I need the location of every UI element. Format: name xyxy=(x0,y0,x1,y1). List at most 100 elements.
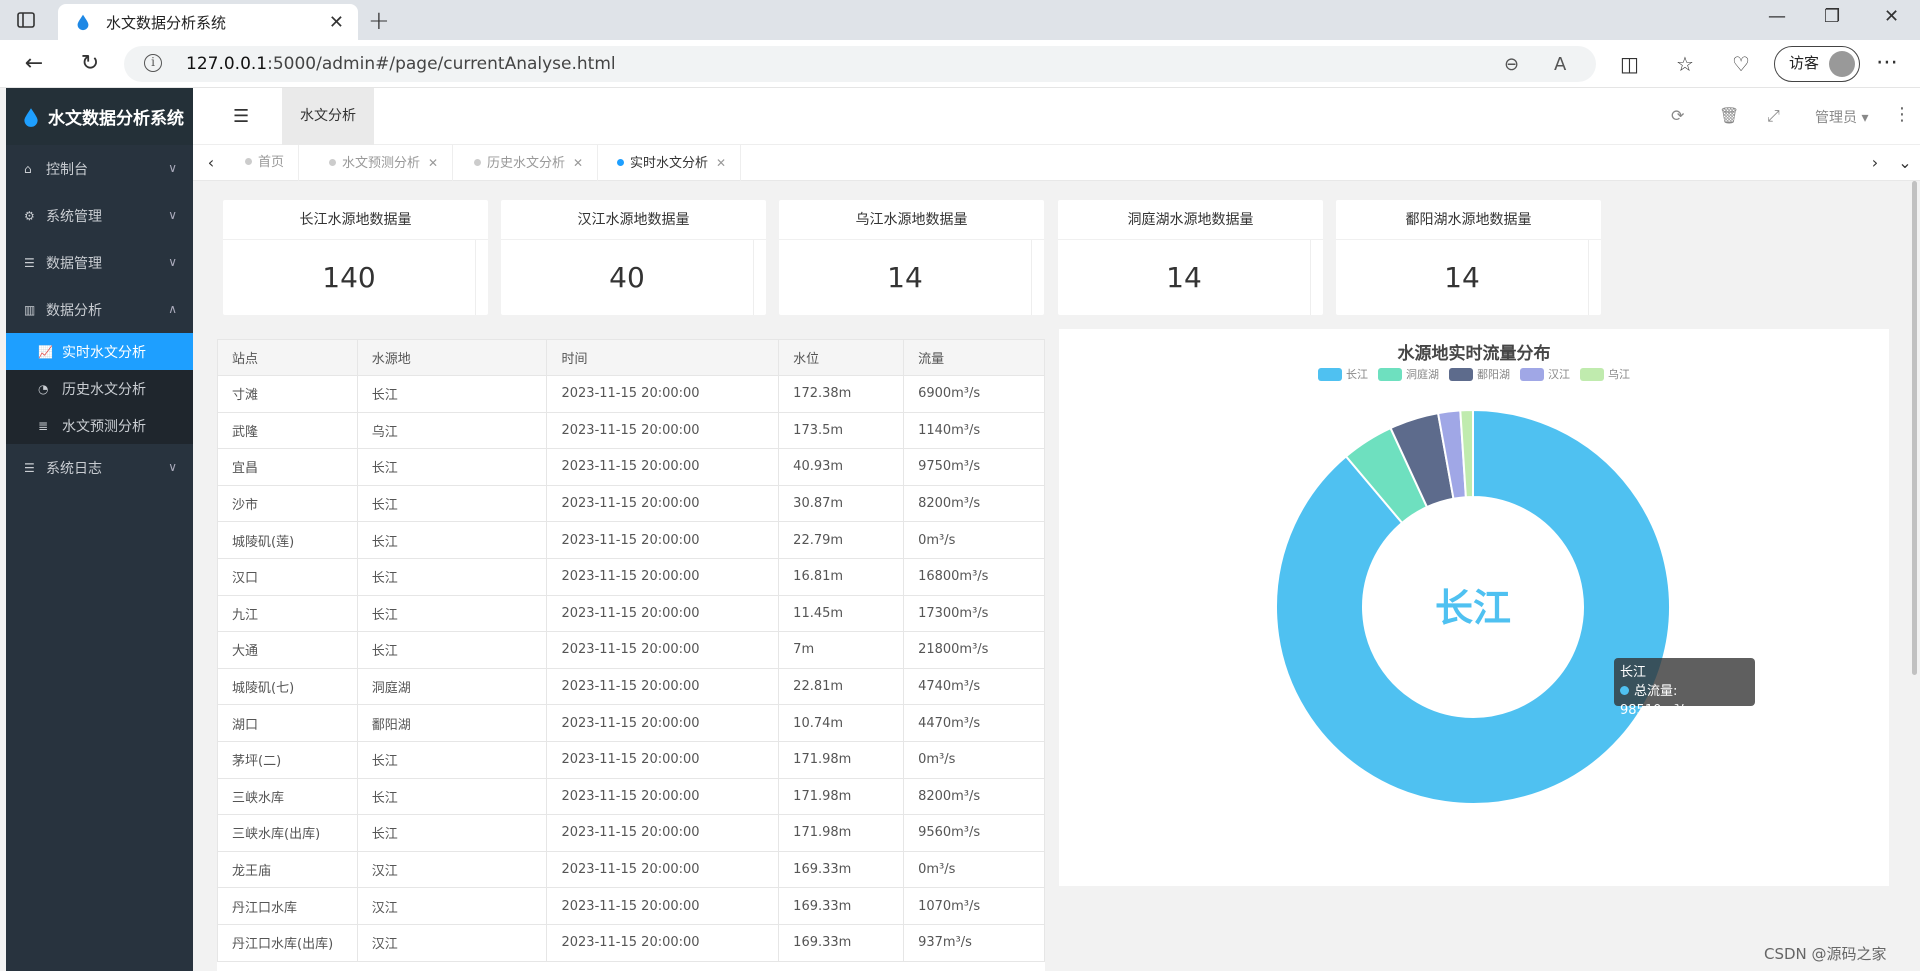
menu-item-logs[interactable]: ☰ 系统日志 ∨ xyxy=(6,444,193,491)
more-vertical-icon[interactable]: ⋮ xyxy=(1893,104,1911,125)
table-cell: 沙市 xyxy=(217,484,358,523)
flow-distribution-chart: 水源地实时流量分布 长江 洞庭湖 鄱阳湖 汉江 乌江 长江 xyxy=(1059,329,1889,886)
table-cell: 2023-11-15 20:00:00 xyxy=(546,484,780,523)
tab-close-icon[interactable]: ✕ xyxy=(716,156,727,170)
sidebar-item-forecast[interactable]: ≣ 水文预测分析 xyxy=(6,407,193,444)
menu-item-analysis[interactable]: ▥ 数据分析 ∧ xyxy=(6,286,193,333)
tab-label: 实时水文分析 xyxy=(630,156,709,171)
back-arrow-icon[interactable]: ← xyxy=(24,51,44,76)
tab-close-icon[interactable]: ✕ xyxy=(428,156,439,170)
table-row: 汉口 长江 2023-11-15 20:00:00 16.81m 16800m³/s xyxy=(217,557,1045,596)
tab-close-icon[interactable]: ✕ xyxy=(573,156,584,170)
table-cell: 2023-11-15 20:00:00 xyxy=(546,631,780,669)
table-row: 大通 长江 2023-11-15 20:00:00 7m 21800m³/s xyxy=(217,631,1045,669)
column-header: 水源地 xyxy=(356,339,548,376)
table-cell: 169.33m xyxy=(778,923,905,962)
tabs-dropdown-icon[interactable]: ⌄ xyxy=(1898,153,1912,172)
tabs-next-icon[interactable]: › xyxy=(1871,153,1879,172)
tooltip-dot xyxy=(1620,686,1629,695)
chevron-down-icon: ∨ xyxy=(168,161,177,175)
chevron-down-icon: ∨ xyxy=(168,255,177,269)
legend-item[interactable]: 乌江 xyxy=(1580,366,1630,382)
scrollbar[interactable] xyxy=(1911,181,1920,971)
menu-item-dashboard[interactable]: ⌂ 控制台 ∨ xyxy=(6,145,193,192)
menu-label: 系统管理 xyxy=(46,208,102,225)
table-row: 丹江口水库 汉江 2023-11-15 20:00:00 169.33m 1070m³/… xyxy=(217,887,1045,925)
table-cell: 宜昌 xyxy=(217,448,358,486)
tab-dot xyxy=(474,159,481,166)
site-info-icon[interactable]: i xyxy=(144,54,162,72)
profile-button[interactable]: 访客 xyxy=(1774,46,1860,82)
zoom-out-icon[interactable]: ⊖ xyxy=(1504,54,1520,75)
home-icon: ⌂ xyxy=(24,161,32,176)
sidebar-item-history[interactable]: ◔ 历史水文分析 xyxy=(6,370,193,407)
legend-item[interactable]: 洞庭湖 xyxy=(1378,366,1439,382)
table-cell: 11.45m xyxy=(778,594,905,633)
legend-item[interactable]: 汉江 xyxy=(1520,366,1570,382)
tab-forecast[interactable]: 水文预测分析 ✕ xyxy=(315,145,454,181)
url-text[interactable]: 127.0.0.1:5000/admin#/page/currentAnalys… xyxy=(186,54,616,74)
table-cell: 2023-11-15 20:00:00 xyxy=(546,594,780,633)
gears-icon: ⚙ xyxy=(24,208,35,223)
donut-slice-长江[interactable] xyxy=(1275,408,1671,805)
menu-toggle-icon[interactable]: ☰ xyxy=(233,106,250,127)
stat-card-title: 洞庭湖水源地数据量 xyxy=(1058,200,1323,240)
table-cell: 172.38m xyxy=(778,375,905,413)
header-tab-hydrology[interactable]: 水文分析 xyxy=(282,88,374,145)
minimize-button[interactable]: — xyxy=(1768,6,1786,27)
refresh-icon[interactable]: ⟳ xyxy=(1671,106,1685,125)
browser-menu-icon[interactable]: ⋯ xyxy=(1876,50,1898,75)
tabs-prev-icon[interactable]: ‹ xyxy=(207,153,215,172)
restore-button[interactable]: ❐ xyxy=(1824,6,1841,27)
menu-item-data[interactable]: ☰ 数据管理 ∨ xyxy=(6,239,193,286)
pie-chart-icon: ◔ xyxy=(38,381,49,396)
table-row: 沙市 长江 2023-11-15 20:00:00 30.87m 8200m³/s xyxy=(217,484,1045,523)
tab-dot xyxy=(245,158,252,165)
water-drop-icon xyxy=(24,107,38,127)
table-cell: 16800m³/s xyxy=(903,557,1045,596)
tab-realtime[interactable]: 实时水文分析 ✕ xyxy=(603,145,742,181)
table-cell: 22.79m xyxy=(778,521,905,559)
legend-swatch xyxy=(1378,367,1402,381)
browser-tab[interactable]: 水文数据分析系统 ✕ xyxy=(58,4,358,40)
trash-icon[interactable]: 🗑 xyxy=(1719,106,1740,125)
read-aloud-icon[interactable]: A xyxy=(1554,54,1567,75)
app-title: 水文数据分析系统 xyxy=(48,109,184,129)
table-cell: 4470m³/s xyxy=(903,704,1045,742)
scrollbar-thumb[interactable] xyxy=(1912,181,1917,675)
table-cell: 大通 xyxy=(217,631,358,669)
menu-item-system[interactable]: ⚙ 系统管理 ∨ xyxy=(6,192,193,239)
donut-slice-乌江[interactable] xyxy=(1459,408,1474,499)
database-icon: ≣ xyxy=(38,418,49,433)
table-cell: 169.33m xyxy=(778,850,905,889)
table-row: 湖口 鄱阳湖 2023-11-15 20:00:00 10.74m 4470m³/s xyxy=(217,704,1045,742)
stat-card-value: 40 xyxy=(501,240,754,315)
water-drop-icon xyxy=(77,14,89,31)
table-cell: 长江 xyxy=(356,777,548,816)
table-cell: 1070m³/s xyxy=(903,887,1045,925)
split-screen-icon[interactable]: ◫ xyxy=(1620,52,1639,76)
legend-item[interactable]: 鄱阳湖 xyxy=(1449,366,1510,382)
legend-item[interactable]: 长江 xyxy=(1318,366,1368,382)
tab-history[interactable]: 历史水文分析 ✕ xyxy=(460,145,599,181)
table-cell: 长江 xyxy=(356,814,548,852)
browser-essentials-icon[interactable]: ♡ xyxy=(1732,52,1750,76)
table-cell: 21800m³/s xyxy=(903,631,1045,669)
tab-close-icon[interactable]: ✕ xyxy=(328,12,344,33)
tab-actions-icon[interactable] xyxy=(14,8,38,32)
column-header: 时间 xyxy=(546,339,780,376)
sidebar-item-realtime[interactable]: 📈 实时水文分析 xyxy=(6,333,193,370)
refresh-icon[interactable]: ↻ xyxy=(80,51,100,76)
favorites-icon[interactable]: ☆ xyxy=(1676,52,1694,76)
menu-label: 数据管理 xyxy=(46,255,102,272)
new-tab-button[interactable]: + xyxy=(368,6,390,36)
donut-center-label: 长江 xyxy=(1435,586,1511,630)
legend-swatch xyxy=(1318,367,1342,381)
admin-dropdown[interactable]: 管理员 ▾ xyxy=(1815,110,1869,126)
window-close-button[interactable]: ✕ xyxy=(1884,6,1900,27)
fullscreen-icon[interactable]: ⤢ xyxy=(1767,106,1780,125)
address-bar[interactable]: i 127.0.0.1:5000/admin#/page/currentAnal… xyxy=(124,46,1596,82)
tab-home[interactable]: 首页 xyxy=(231,145,300,181)
table-cell: 洞庭湖 xyxy=(356,667,548,706)
legend-swatch xyxy=(1449,367,1473,381)
